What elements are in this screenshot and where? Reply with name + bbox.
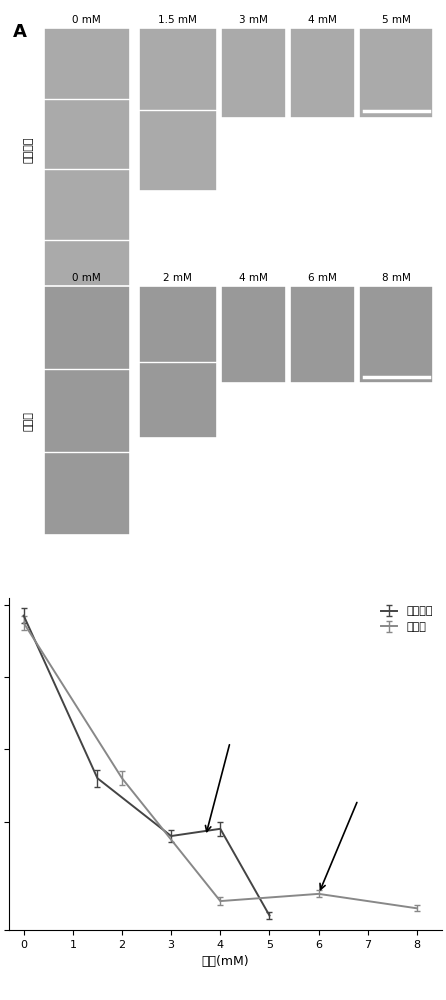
FancyBboxPatch shape <box>139 286 217 438</box>
X-axis label: 浓度(mM): 浓度(mM) <box>202 955 249 968</box>
Text: 5 mM: 5 mM <box>382 15 411 25</box>
FancyBboxPatch shape <box>139 28 217 191</box>
Text: 4 mM: 4 mM <box>239 273 268 283</box>
FancyBboxPatch shape <box>359 28 433 118</box>
Text: 4 mM: 4 mM <box>308 15 337 25</box>
FancyBboxPatch shape <box>290 286 355 383</box>
Text: 1.5 mM: 1.5 mM <box>158 15 197 25</box>
FancyBboxPatch shape <box>221 286 286 383</box>
Text: 0 mM: 0 mM <box>72 273 101 283</box>
FancyBboxPatch shape <box>44 286 130 535</box>
Text: 6 mM: 6 mM <box>308 273 337 283</box>
FancyBboxPatch shape <box>221 28 286 118</box>
Text: 3 mM: 3 mM <box>239 15 268 25</box>
FancyBboxPatch shape <box>290 28 355 118</box>
FancyBboxPatch shape <box>359 286 433 383</box>
Text: 8 mM: 8 mM <box>382 273 411 283</box>
Text: A: A <box>13 23 27 41</box>
Text: 2 mM: 2 mM <box>163 273 192 283</box>
FancyBboxPatch shape <box>44 28 130 310</box>
Text: 碳酸氢销: 碳酸氢销 <box>23 137 33 163</box>
Text: 醛酸销: 醛酸销 <box>23 412 33 431</box>
Legend: 碳酸氢销, 醛酸销: 碳酸氢销, 醛酸销 <box>377 603 436 635</box>
Text: 0 mM: 0 mM <box>72 15 101 25</box>
